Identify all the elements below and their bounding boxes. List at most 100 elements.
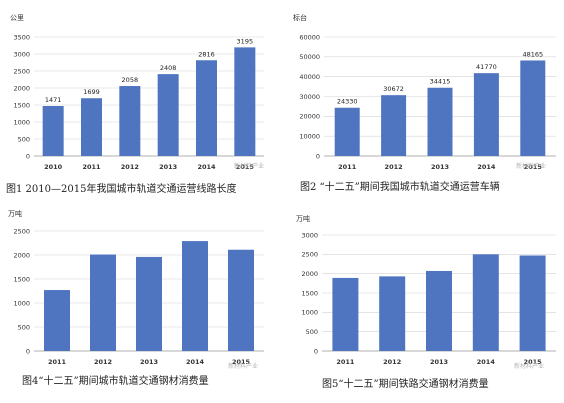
chart-4-svg: 万吨 0 500 1000 1500 2000 2500 2011 2012 2013 2014 20… [8,209,264,366]
chart-1-x-tick: 2013 [159,163,177,171]
chart-2-watermark: 新材料产业 [516,163,547,170]
chart-1-bar [157,74,179,156]
chart-5: 万吨 0 500 1000 1500 2000 2500 3000 2011 2012 2013 20… [288,206,564,376]
chart-2-data-label: 41770 [476,63,497,71]
chart-5-x-tick: 2015 [524,358,543,366]
chart-1-y-tick: 1000 [13,118,30,126]
chart-4-unit-label: 万吨 [8,209,22,218]
chart-1-data-label: 1471 [45,96,62,104]
chart-5-x-tick: 2011 [336,358,355,366]
chart-1-bar [196,60,217,157]
chart-1-bar [42,105,64,156]
chart-5-bar [332,277,359,351]
chart-4-y-tick: 500 [18,323,30,331]
chart-5-bar [426,270,452,351]
chart-1-caption: 图1 2010—2015年我国城市轨道交通运营线路长度 [6,184,237,195]
chart-2-x-tick: 2015 [524,163,543,171]
chart-1-unit-label: 公里 [10,14,24,22]
chart-2-x-tick: 2012 [385,163,403,171]
chart-1-y-tick: 2000 [13,84,30,92]
chart-2-data-label: 30672 [383,85,404,93]
chart-2-svg: 标台 0 10000 20000 30000 40000 50000 60000 24330 20… [293,13,556,171]
chart-4-bar [90,254,116,351]
chart-4-y-tick: 0 [26,347,30,355]
chart-2-x-tick: 2011 [338,163,357,171]
chart-5-y-tick: 3000 [301,231,318,239]
chart-4-bar [228,249,254,351]
chart-5-bar [379,276,406,351]
chart-2-y-tick: 60000 [299,33,320,41]
chart-2-y-tick: 0 [316,152,320,160]
chart-4-watermark: 新材料产业 [228,363,259,370]
chart-1-bar [81,98,102,156]
chart-2-y-tick: 30000 [299,93,320,101]
chart-2-y-tick: 40000 [299,73,320,81]
chart-4-x-tick: 2012 [94,358,112,366]
chart-5-y-tick: 2000 [301,270,318,278]
chart-1-data-label: 1699 [83,88,100,96]
chart-1-x-tick: 2012 [121,163,139,171]
chart-5-y-tick: 2500 [301,251,318,259]
chart-1-data-label: 2408 [160,64,177,72]
chart-2-y-tick: 50000 [299,53,320,61]
chart-2-x-tick: 2013 [431,163,449,171]
chart-2-data-label: 24330 [337,98,358,106]
chart-2-data-label: 34415 [430,78,451,86]
chart-1-data-label: 3195 [237,37,254,45]
chart-5-svg: 万吨 0 500 1000 1500 2000 2500 3000 2011 2012 2013 20… [296,214,556,366]
chart-5-y-tick: 1500 [301,289,318,297]
chart-1-bar [234,47,256,157]
chart-4-y-tick: 2000 [13,251,30,259]
chart-5-y-tick: 500 [306,328,318,336]
chart-2-unit-label: 标台 [293,13,307,22]
chart-4-y-tick: 2500 [13,227,30,235]
chart-2-bar [520,60,546,157]
chart-5-watermark: 新材料产业 [514,363,545,370]
chart-4-y-tick: 1500 [13,275,30,283]
chart-4-bar [182,241,208,351]
chart-5-x-tick: 2012 [383,358,401,366]
chart-2-bar [473,73,499,156]
chart-2-bar [381,95,407,156]
chart-2-bar [427,87,453,156]
chart-2-x-tick: 2014 [477,163,496,171]
chart-5-y-tick: 0 [314,347,318,355]
chart-5-y-tick: 1000 [301,309,318,317]
chart-5-bar [519,255,546,351]
chart-2-caption: 图2 “十二五”期间我国城市轨道交通运营车辆 [300,182,500,193]
chart-4: 万吨 0 500 1000 1500 2000 2500 2011 2012 2013 2014 20… [0,206,275,376]
chart-5-bar [472,254,499,351]
chart-2-data-label: 48165 [522,50,543,58]
chart-2-y-tick: 10000 [299,132,320,140]
chart-1-x-tick: 2015 [236,163,255,171]
chart-4-y-tick: 1000 [13,299,30,307]
chart-4-bar [44,290,70,351]
chart-4-x-tick: 2011 [48,358,67,366]
chart-4-x-tick: 2013 [140,358,158,366]
chart-1-watermark: 新材料产业 [234,163,265,170]
chart-1: 公里 0 500 1000 1500 2000 2500 3000 3500 1471 2010 16… [0,6,275,176]
chart-1-y-tick: 500 [18,135,30,143]
chart-2-bar [334,107,360,156]
chart-1-x-tick: 2014 [197,163,216,171]
chart-1-y-tick: 1500 [13,101,30,109]
chart-1-x-tick: 2010 [44,163,63,171]
chart-4-caption: 图4“十二五”期间城市轨道交通钢材消费量 [22,376,209,387]
chart-5-x-tick: 2014 [477,358,496,366]
chart-1-y-tick: 2500 [13,67,30,75]
chart-1-y-tick: 3500 [13,33,30,41]
chart-4-bar [136,256,162,351]
chart-4-x-tick: 2015 [232,358,251,366]
chart-2-y-tick: 20000 [299,113,320,121]
chart-1-data-label: 2816 [198,50,215,58]
chart-4-x-tick: 2014 [186,358,205,366]
chart-1-x-tick: 2011 [82,163,101,171]
chart-1-bar [119,86,141,156]
chart-1-data-label: 2058 [122,76,139,84]
chart-1-y-tick: 0 [26,152,30,160]
chart-5-x-tick: 2013 [430,358,448,366]
chart-1-svg: 公里 0 500 1000 1500 2000 2500 3000 3500 1471 2010 16… [10,14,264,171]
chart-5-caption: 图5“十二五”期间铁路交通钢材消费量 [322,379,489,390]
chart-5-unit-label: 万吨 [296,214,310,223]
chart-1-y-tick: 3000 [13,50,30,58]
